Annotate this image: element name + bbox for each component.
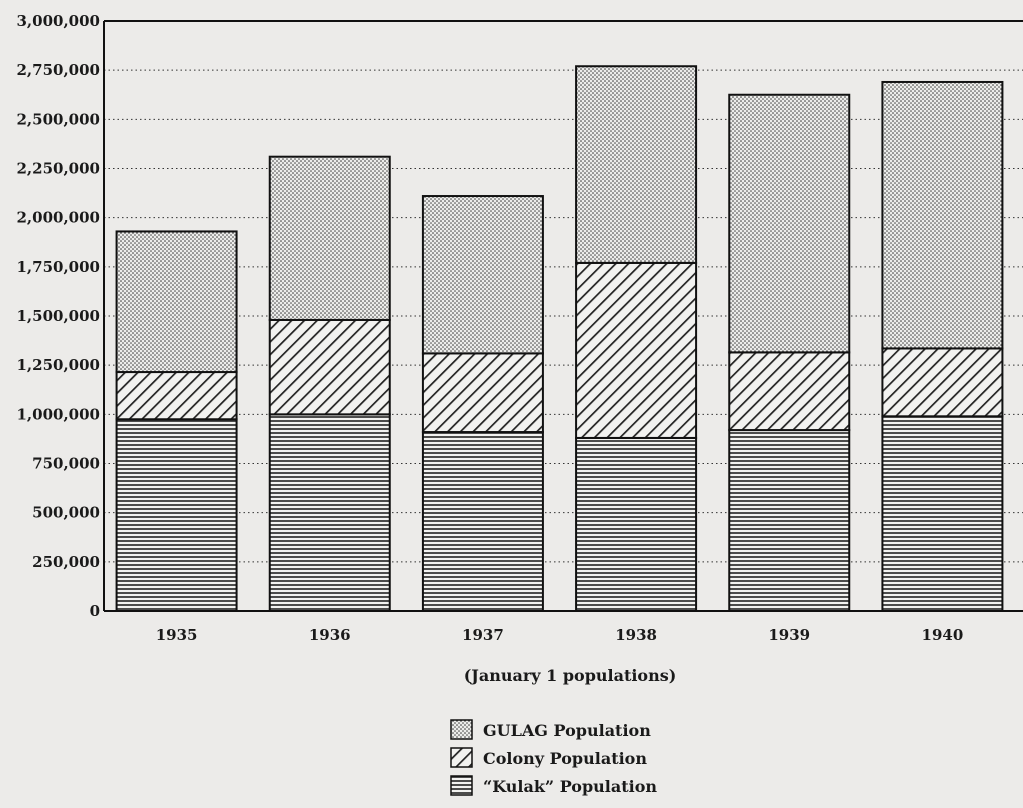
y-tick-label: 2,000,000: [16, 209, 100, 227]
bar-segment-stipple-1938: [575, 65, 698, 264]
bar-segment-diagonal-hatch-1938: [575, 261, 698, 439]
axes-layer: [103, 20, 1023, 612]
y-tick-labels: 0 250,000 500,000 750,000 1,000,000 1,250,000…: [16, 12, 100, 620]
legend-swatch-horizontal-lines: [450, 775, 473, 796]
x-tick-label: 1939: [768, 626, 810, 644]
legend: GULAG Population Colony Population “Kulak”…: [450, 719, 657, 796]
bar-segment-horizontal-lines-1935: [115, 418, 238, 612]
y-tick-label: 1,250,000: [16, 356, 100, 374]
bar-segment-stipple-1936: [268, 155, 391, 321]
x-tick-label: 1935: [156, 626, 198, 644]
x-tick-label: 1940: [922, 626, 964, 644]
x-tick-labels: 1935 1936 1937 1938 1939 1940: [156, 626, 964, 644]
bar-segment-horizontal-lines-1936: [268, 413, 391, 613]
bar-segment-stipple-1937: [421, 195, 544, 355]
y-tick-label: 250,000: [32, 553, 100, 571]
y-tick-label: 1,500,000: [16, 307, 100, 325]
bar-segment-diagonal-hatch-1935: [115, 371, 238, 421]
bar-segment-diagonal-hatch-1937: [421, 352, 544, 434]
bar-segment-stipple-1939: [728, 93, 851, 354]
x-tick-label: 1938: [615, 626, 657, 644]
legend-label: Colony Population: [483, 749, 647, 768]
x-axis-label: (January 1 populations): [464, 666, 677, 685]
y-tick-label: 500,000: [32, 504, 100, 522]
y-tick-label: 750,000: [32, 455, 100, 473]
bar-segment-stipple-1940: [881, 80, 1004, 350]
y-tick-label: 2,250,000: [16, 160, 100, 178]
bar-segment-stipple-1935: [115, 230, 238, 374]
legend-swatch-diagonal-hatch: [450, 747, 473, 768]
bar-segment-diagonal-hatch-1936: [268, 318, 391, 416]
legend-label: “Kulak” Population: [483, 777, 657, 796]
y-tick-label: 1,750,000: [16, 258, 100, 276]
bar-segment-horizontal-lines-1940: [881, 415, 1004, 612]
y-tick-label: 1,000,000: [16, 405, 100, 423]
bar-segment-diagonal-hatch-1940: [881, 347, 1004, 418]
legend-label: GULAG Population: [483, 721, 651, 740]
legend-swatch-stipple: [450, 719, 473, 740]
y-tick-label: 3,000,000: [16, 12, 100, 30]
bars-layer: [115, 65, 1004, 613]
y-tick-label: 2,500,000: [16, 110, 100, 128]
y-tick-label: 0: [90, 602, 100, 620]
bar-segment-horizontal-lines-1938: [575, 436, 698, 612]
x-tick-label: 1937: [462, 626, 504, 644]
bar-segment-horizontal-lines-1937: [421, 431, 544, 612]
x-tick-label: 1936: [309, 626, 351, 644]
bar-segment-diagonal-hatch-1939: [728, 351, 851, 432]
y-tick-label: 2,750,000: [16, 61, 100, 79]
bar-segment-horizontal-lines-1939: [728, 429, 851, 613]
